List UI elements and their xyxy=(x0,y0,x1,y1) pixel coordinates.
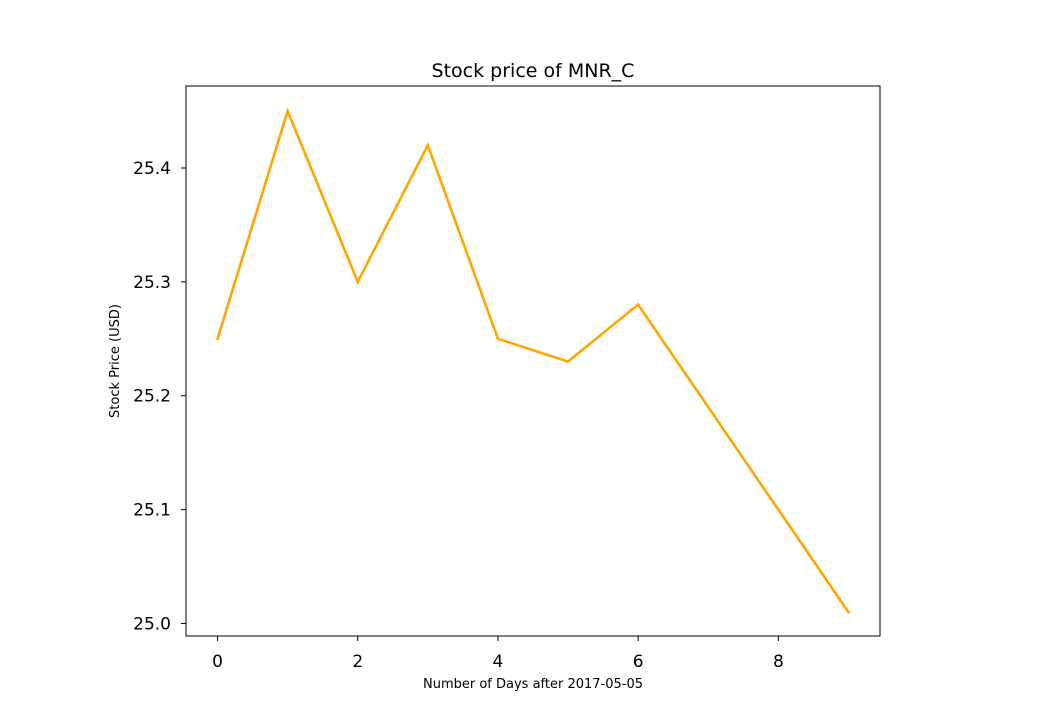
series-layer xyxy=(215,107,851,614)
x-tick-label: 0 xyxy=(212,652,223,672)
chart-title: Stock price of MNR_C xyxy=(432,60,635,82)
x-tick-label: 4 xyxy=(493,652,504,672)
x-axis: 0 2 4 6 8 xyxy=(212,636,784,672)
y-tick-label: 25.1 xyxy=(133,501,171,521)
y-tick-label: 25.2 xyxy=(133,387,171,407)
y-tick-label: 25.3 xyxy=(133,273,171,293)
x-tick-label: 6 xyxy=(633,652,644,672)
series-line xyxy=(215,107,851,614)
y-tick-label: 25.0 xyxy=(133,614,171,634)
y-tick-label: 25.4 xyxy=(133,159,171,179)
x-axis-label: Number of Days after 2017-05-05 xyxy=(423,677,643,692)
y-axis: 25.0 25.1 25.2 25.3 25.4 xyxy=(133,159,186,634)
plot-area xyxy=(186,86,880,636)
plot-frame xyxy=(185,85,881,637)
x-tick-label: 8 xyxy=(773,652,784,672)
x-tick-label: 2 xyxy=(352,652,363,672)
y-axis-label: Stock Price (USD) xyxy=(108,304,123,418)
